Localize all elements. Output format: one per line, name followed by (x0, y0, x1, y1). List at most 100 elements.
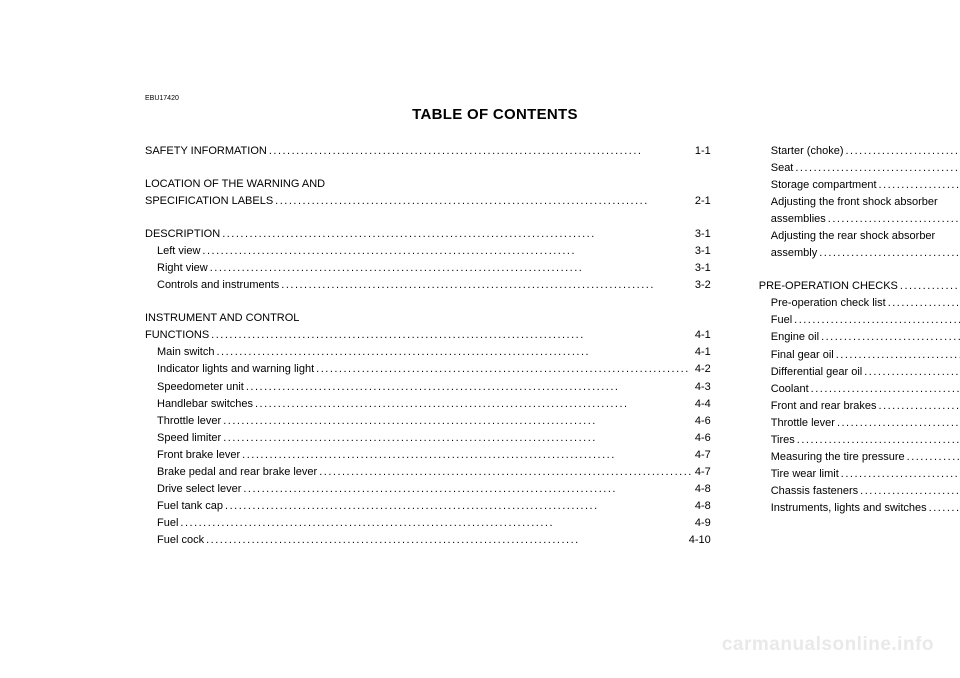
toc-label: LOCATION OF THE WARNING AND (145, 176, 325, 193)
toc-leader: ........................................… (178, 515, 694, 532)
toc-leader: ........................................… (204, 532, 689, 549)
toc-page: 4-4 (695, 396, 711, 413)
toc-row: Instruments, lights and switches .......… (759, 500, 960, 517)
toc-leader: ........................................… (877, 177, 960, 194)
toc-row: Coolant ................................… (759, 381, 960, 398)
toc-row: assembly ...............................… (759, 245, 960, 262)
toc-leader: ........................................… (223, 498, 695, 515)
toc-label: Measuring the tire pressure (771, 449, 905, 466)
toc-leader: ........................................… (817, 245, 960, 262)
toc-row: Right view..............................… (145, 260, 711, 277)
page-container: EBU17420 TABLE OF CONTENTS SAFETY INFORM… (0, 0, 960, 549)
toc-label: Final gear oil (771, 347, 834, 364)
toc-columns: SAFETY INFORMATION .....................… (145, 143, 845, 549)
toc-row: Pre-operation check list ...............… (759, 295, 960, 312)
toc-label: Instruments, lights and switches (771, 500, 927, 517)
toc-label: Tire wear limit (771, 466, 839, 483)
toc-leader: ........................................… (273, 193, 695, 210)
toc-row: Fuel ...................................… (145, 515, 711, 532)
toc-leader: ........................................… (905, 449, 960, 466)
toc-leader: ........................................… (792, 312, 960, 329)
toc-leader: ........................................… (795, 432, 960, 449)
toc-leader: ........................................… (267, 143, 695, 160)
toc-row: INSTRUMENT AND CONTROL (145, 310, 711, 327)
toc-label: Indicator lights and warning light (157, 361, 314, 378)
toc-row: Throttle lever .........................… (759, 415, 960, 432)
toc-leader: ........................................… (843, 143, 960, 160)
toc-label: PRE-OPERATION CHECKS (759, 278, 898, 295)
toc-label: Coolant (771, 381, 809, 398)
toc-label: Front and rear brakes (771, 398, 877, 415)
toc-label: Throttle lever (771, 415, 835, 432)
toc-gap (759, 262, 960, 278)
toc-row: Fuel cock ..............................… (145, 532, 711, 549)
toc-label: Drive select lever (157, 481, 241, 498)
toc-row: Front brake lever ......................… (145, 447, 711, 464)
toc-leader: ........................................… (886, 295, 960, 312)
toc-leader: ........................................… (835, 415, 960, 432)
toc-label: Controls and instruments (157, 277, 279, 294)
toc-label: INSTRUMENT AND CONTROL (145, 310, 299, 327)
watermark: carmanualsonline.info (722, 634, 934, 656)
toc-label: Main switch (157, 344, 214, 361)
toc-row: Measuring the tire pressure ............… (759, 449, 960, 466)
toc-row: Chassis fasteners ......................… (759, 483, 960, 500)
toc-leader: ........................................… (898, 278, 960, 295)
toc-page: 4-1 (695, 327, 711, 344)
toc-row: FUNCTIONS ..............................… (145, 327, 711, 344)
toc-page: 3-1 (695, 260, 711, 277)
toc-label: Fuel tank cap (157, 498, 223, 515)
toc-leader: ........................................… (220, 226, 695, 243)
toc-page: 4-7 (695, 464, 711, 481)
toc-row: Speed limiter ..........................… (145, 430, 711, 447)
toc-page: 1-1 (695, 143, 711, 160)
toc-label: Front brake lever (157, 447, 240, 464)
page-title: TABLE OF CONTENTS (145, 106, 845, 123)
toc-row: Speedometer unit .......................… (145, 379, 711, 396)
toc-leader: ........................................… (214, 344, 694, 361)
toc-page: 4-6 (695, 413, 711, 430)
toc-gap (145, 160, 711, 176)
toc-label: Seat (771, 160, 794, 177)
toc-leader: ........................................… (253, 396, 695, 413)
toc-label: DESCRIPTION (145, 226, 220, 243)
toc-leader: ........................................… (793, 160, 960, 177)
toc-leader: ........................................… (221, 413, 695, 430)
toc-label: Fuel (771, 312, 792, 329)
toc-column-right: Starter (choke) ........................… (759, 143, 960, 549)
toc-label: Pre-operation check list (771, 295, 886, 312)
toc-row: Controls and instruments ...............… (145, 277, 711, 294)
toc-row: Indicator lights and warning light .....… (145, 361, 711, 378)
toc-label: Starter (choke) (771, 143, 844, 160)
toc-page: 4-1 (695, 344, 711, 361)
toc-row: SPECIFICATION LABELS ...................… (145, 193, 711, 210)
toc-leader: ........................................… (317, 464, 695, 481)
toc-label: Brake pedal and rear brake lever (157, 464, 317, 481)
toc-leader: ........................................… (208, 260, 695, 277)
toc-leader: ........................................… (834, 347, 960, 364)
toc-label: Handlebar switches (157, 396, 253, 413)
toc-leader: ........................................… (221, 430, 695, 447)
toc-leader: ........................................… (240, 447, 695, 464)
toc-column-left: SAFETY INFORMATION .....................… (145, 143, 711, 549)
toc-row: Engine oil .............................… (759, 329, 960, 346)
toc-page: 4-8 (695, 498, 711, 515)
toc-row: SAFETY INFORMATION .....................… (145, 143, 711, 160)
toc-row: Tires ..................................… (759, 432, 960, 449)
toc-leader: ........................................… (241, 481, 694, 498)
toc-row: Starter (choke) ........................… (759, 143, 960, 160)
toc-label: Adjusting the rear shock absorber (771, 228, 935, 245)
toc-label: Throttle lever (157, 413, 221, 430)
toc-row: Fuel tank cap ..........................… (145, 498, 711, 515)
toc-leader: ........................................… (314, 361, 695, 378)
toc-label: Fuel cock (157, 532, 204, 549)
toc-row: Fuel ...................................… (759, 312, 960, 329)
toc-row: Differential gear oil ..................… (759, 364, 960, 381)
toc-leader: ........................................… (877, 398, 960, 415)
toc-gap (145, 294, 711, 310)
toc-leader: ........................................… (927, 500, 960, 517)
toc-gap (145, 210, 711, 226)
toc-leader: ........................................… (826, 211, 960, 228)
toc-page: 4-9 (695, 515, 711, 532)
toc-leader: ........................................… (862, 364, 960, 381)
